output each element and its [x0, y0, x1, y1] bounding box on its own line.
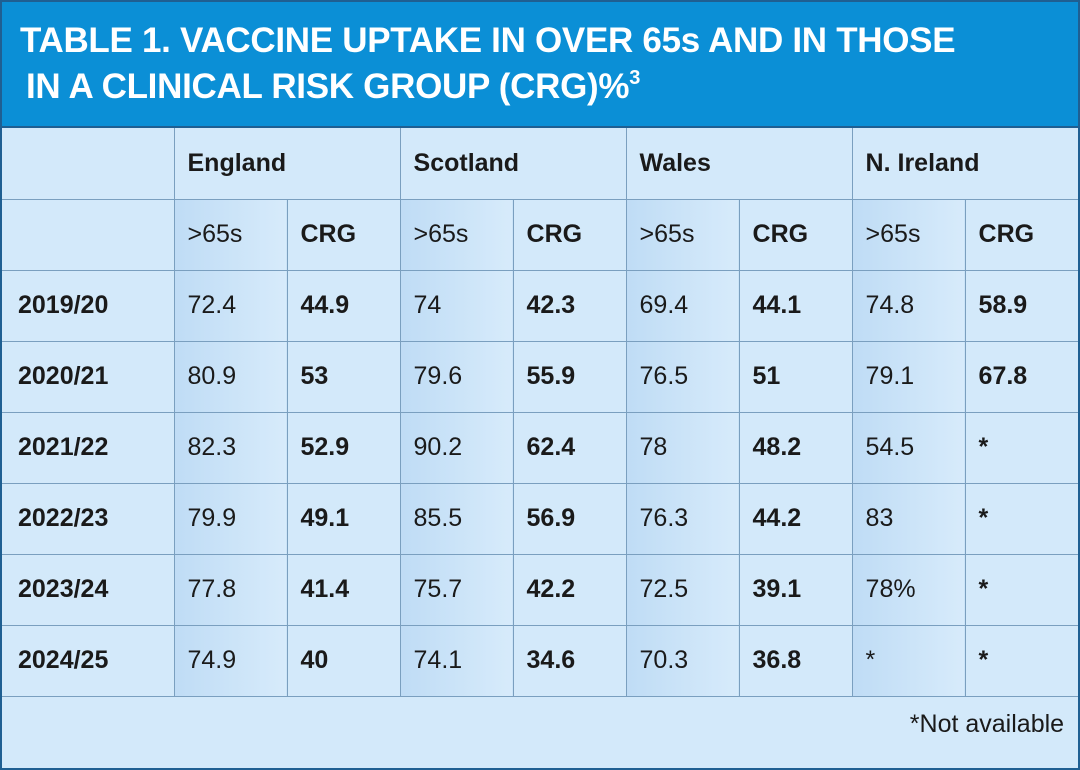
over65-value-cell: 69.4 — [625, 269, 740, 342]
crg-value-cell: 34.6 — [512, 624, 627, 697]
subheader-over65: >65s — [173, 198, 288, 271]
crg-value-cell: * — [964, 411, 1078, 484]
crg-value-cell: 67.8 — [964, 340, 1078, 413]
crg-value-cell: 42.3 — [512, 269, 627, 342]
over65-value-cell: * — [851, 624, 966, 697]
over65-value-cell: 90.2 — [399, 411, 514, 484]
over65-value-cell: 82.3 — [173, 411, 288, 484]
crg-value-cell: 56.9 — [512, 482, 627, 555]
title-line-2-text: IN A CLINICAL RISK GROUP (CRG)% — [26, 67, 630, 106]
vaccine-uptake-table: England Scotland Wales N. Ireland >65s C… — [2, 128, 1078, 752]
over65-value-cell: 83 — [851, 482, 966, 555]
over65-value-cell: 74.9 — [173, 624, 288, 697]
table-row: 2022/23 79.9 49.1 85.5 56.9 76.3 44.2 83 * — [2, 482, 1078, 555]
subheader-crg: CRG — [286, 198, 401, 271]
over65-value-cell: 76.3 — [625, 482, 740, 555]
crg-value-cell: 42.2 — [512, 553, 627, 626]
over65-value-cell: 79.9 — [173, 482, 288, 555]
over65-value-cell: 79.6 — [399, 340, 514, 413]
over65-value-cell: 77.8 — [173, 553, 288, 626]
crg-value-cell: 53 — [286, 340, 401, 413]
region-header-row: England Scotland Wales N. Ireland — [2, 128, 1078, 200]
subheader-over65: >65s — [851, 198, 966, 271]
over65-value-cell: 54.5 — [851, 411, 966, 484]
corner-cell — [2, 128, 175, 200]
region-header-england: England — [173, 128, 401, 200]
over65-value-cell: 74 — [399, 269, 514, 342]
over65-value-cell: 75.7 — [399, 553, 514, 626]
crg-value-cell: 52.9 — [286, 411, 401, 484]
subheader-row: >65s CRG >65s CRG >65s CRG >65s CRG — [2, 198, 1078, 271]
over65-value-cell: 78 — [625, 411, 740, 484]
year-cell: 2019/20 — [2, 269, 175, 342]
footnote: *Not available — [2, 695, 1078, 752]
year-cell: 2022/23 — [2, 482, 175, 555]
table-row: 2024/25 74.9 40 74.1 34.6 70.3 36.8 * * — [2, 624, 1078, 697]
table-title: TABLE 1. VACCINE UPTAKE IN OVER 65s AND … — [2, 2, 1078, 128]
title-reference-superscript: 3 — [629, 67, 641, 89]
over65-value-cell: 76.5 — [625, 340, 740, 413]
table-row: 2020/21 80.9 53 79.6 55.9 76.5 51 79.1 67.8 — [2, 340, 1078, 413]
crg-value-cell: 62.4 — [512, 411, 627, 484]
crg-value-cell: 55.9 — [512, 340, 627, 413]
crg-value-cell: 44.1 — [738, 269, 853, 342]
crg-value-cell: 40 — [286, 624, 401, 697]
crg-value-cell: * — [964, 482, 1078, 555]
year-cell: 2020/21 — [2, 340, 175, 413]
crg-value-cell: * — [964, 624, 1078, 697]
title-line-2: IN A CLINICAL RISK GROUP (CRG)%3 — [20, 64, 1078, 110]
year-cell: 2024/25 — [2, 624, 175, 697]
year-cell: 2021/22 — [2, 411, 175, 484]
over65-value-cell: 74.1 — [399, 624, 514, 697]
over65-value-cell: 79.1 — [851, 340, 966, 413]
subheader-over65: >65s — [399, 198, 514, 271]
crg-value-cell: 49.1 — [286, 482, 401, 555]
over65-value-cell: 78% — [851, 553, 966, 626]
over65-value-cell: 72.5 — [625, 553, 740, 626]
year-cell: 2023/24 — [2, 553, 175, 626]
region-header-wales: Wales — [625, 128, 853, 200]
subheader-crg: CRG — [738, 198, 853, 271]
footnote-row: *Not available — [2, 695, 1078, 752]
table-row: 2019/20 72.4 44.9 74 42.3 69.4 44.1 74.8 58.9 — [2, 269, 1078, 342]
crg-value-cell: * — [964, 553, 1078, 626]
crg-value-cell: 44.9 — [286, 269, 401, 342]
region-header-scotland: Scotland — [399, 128, 627, 200]
crg-value-cell: 39.1 — [738, 553, 853, 626]
over65-value-cell: 72.4 — [173, 269, 288, 342]
subheader-over65: >65s — [625, 198, 740, 271]
subheader-corner-cell — [2, 198, 175, 271]
over65-value-cell: 70.3 — [625, 624, 740, 697]
table-row: 2021/22 82.3 52.9 90.2 62.4 78 48.2 54.5 * — [2, 411, 1078, 484]
subheader-crg: CRG — [512, 198, 627, 271]
table-row: 2023/24 77.8 41.4 75.7 42.2 72.5 39.1 78% * — [2, 553, 1078, 626]
crg-value-cell: 36.8 — [738, 624, 853, 697]
region-header-n-ireland: N. Ireland — [851, 128, 1078, 200]
over65-value-cell: 74.8 — [851, 269, 966, 342]
crg-value-cell: 44.2 — [738, 482, 853, 555]
crg-value-cell: 41.4 — [286, 553, 401, 626]
subheader-crg: CRG — [964, 198, 1078, 271]
crg-value-cell: 51 — [738, 340, 853, 413]
crg-value-cell: 58.9 — [964, 269, 1078, 342]
crg-value-cell: 48.2 — [738, 411, 853, 484]
title-line-1: TABLE 1. VACCINE UPTAKE IN OVER 65s AND … — [20, 21, 956, 60]
over65-value-cell: 80.9 — [173, 340, 288, 413]
over65-value-cell: 85.5 — [399, 482, 514, 555]
